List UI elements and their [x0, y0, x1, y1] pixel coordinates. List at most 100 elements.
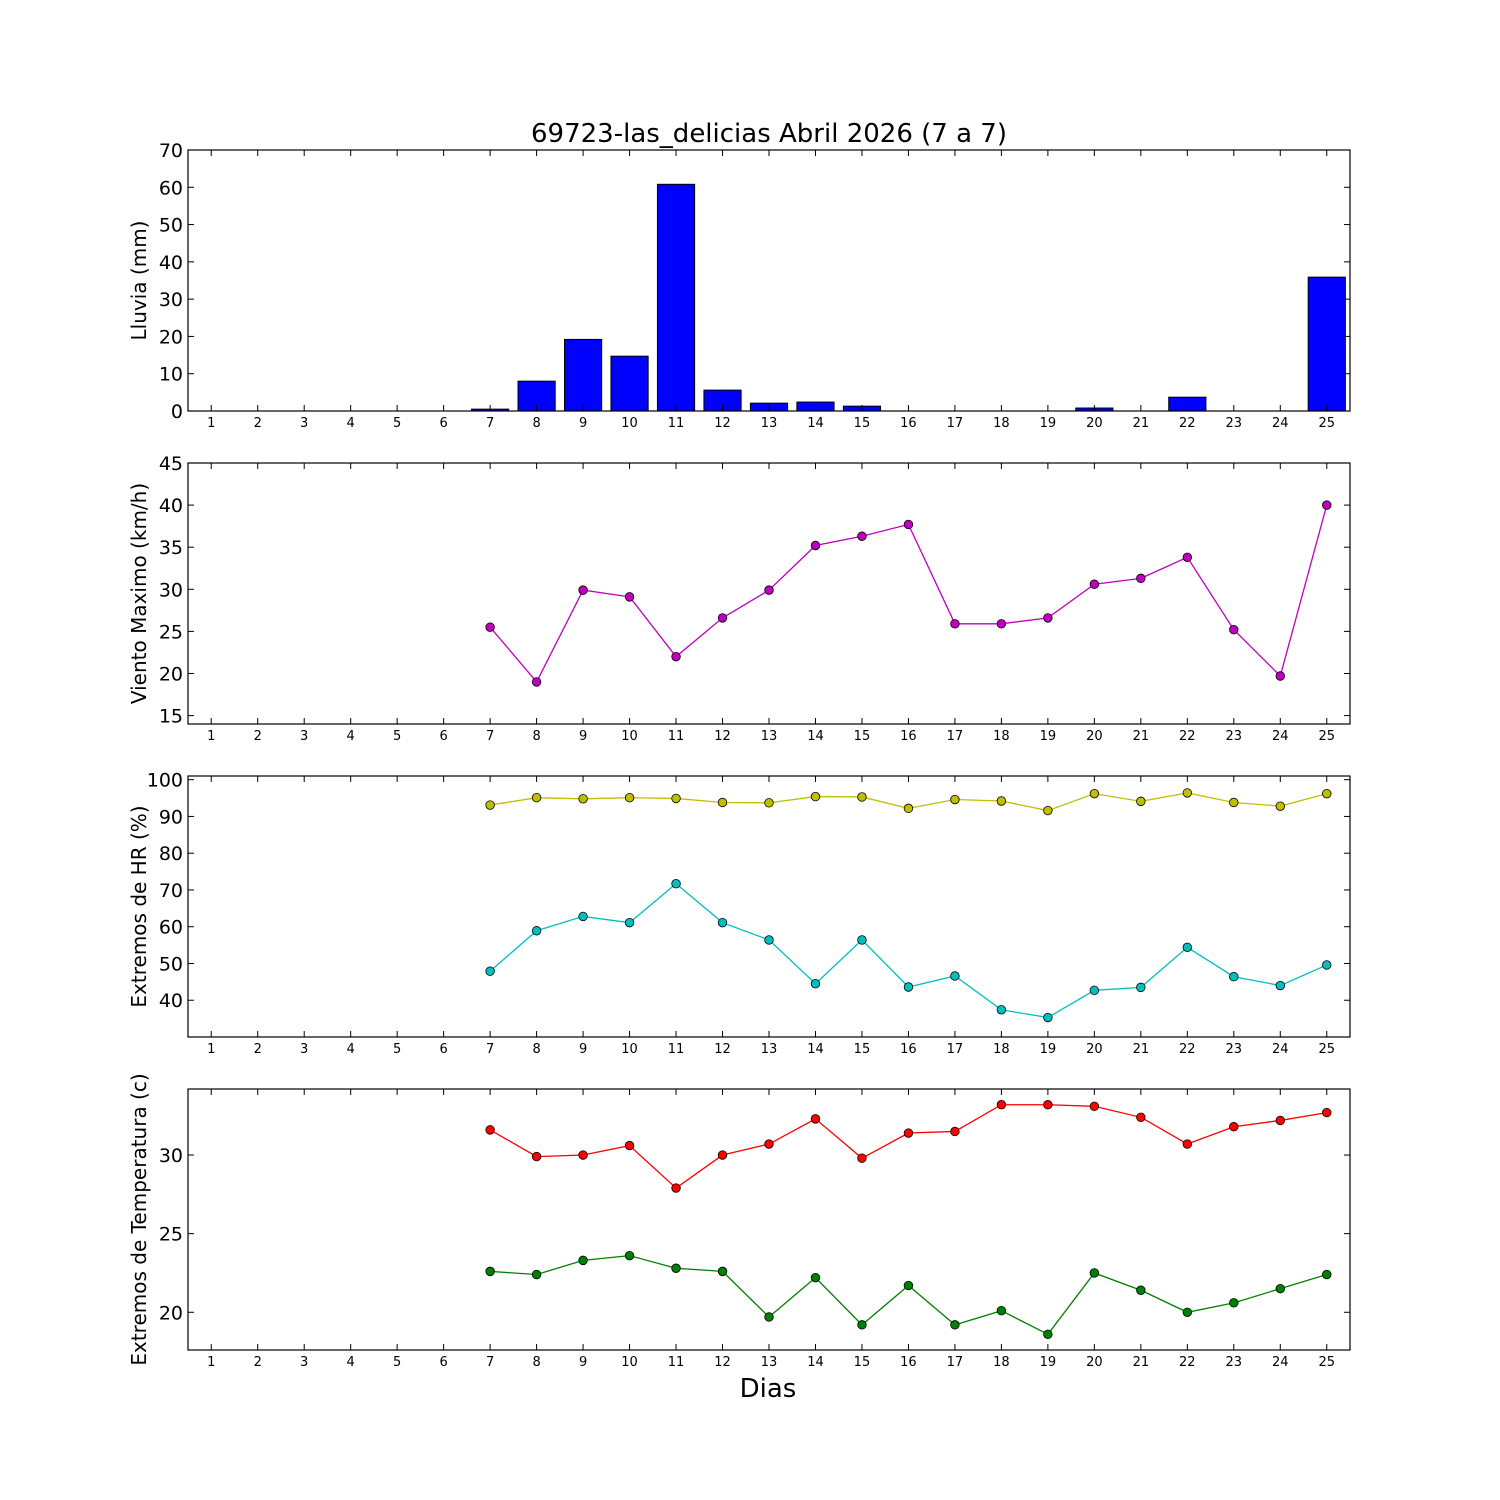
- ytick-label: 60: [159, 917, 183, 939]
- point-1-day-18: [996, 619, 1007, 629]
- point-1-day-8: [531, 1151, 542, 1162]
- point-1-day-12: [717, 797, 728, 808]
- ytick-label: 25: [159, 1224, 183, 1246]
- xtick-label: 23: [1226, 1355, 1243, 1370]
- xtick-label: 14: [807, 1355, 824, 1370]
- point-1-day-11: [671, 793, 681, 804]
- xtick-label: 19: [1040, 416, 1057, 431]
- xtick-label: 6: [439, 1042, 447, 1057]
- xtick-label: 1: [207, 1042, 215, 1057]
- xtick-label: 16: [900, 416, 917, 431]
- point-1-day-17: [950, 1126, 960, 1137]
- ytick-label: 30: [159, 289, 183, 311]
- xtick-label: 2: [254, 729, 262, 744]
- xtick-label: 1: [207, 1355, 215, 1370]
- xtick-label: 2: [254, 1355, 262, 1370]
- point-2-day-15: [857, 1320, 867, 1330]
- xtick-label: 10: [621, 729, 638, 744]
- xtick-label: 21: [1133, 1042, 1150, 1057]
- xtick-label: 23: [1226, 1042, 1243, 1057]
- xtick-label: 5: [393, 1355, 401, 1370]
- ytick-label: 30: [159, 579, 183, 601]
- xtick-label: 16: [900, 729, 917, 744]
- xtick-label: 15: [854, 1355, 871, 1370]
- xtick-label: 11: [668, 416, 685, 431]
- point-2-day-14: [810, 978, 821, 989]
- xtick-label: 14: [807, 729, 824, 744]
- point-2-day-23: [1229, 1298, 1239, 1308]
- point-1-day-25: [1322, 500, 1332, 510]
- point-2-day-14: [810, 1272, 821, 1283]
- xtick-label: 4: [347, 1355, 355, 1370]
- y-axis-label: Lluvia (mm): [127, 221, 151, 341]
- ytick-label: 25: [159, 621, 183, 643]
- bar-day-8: [517, 380, 556, 412]
- xtick-label: 17: [947, 1042, 964, 1057]
- point-1-day-24: [1275, 1115, 1285, 1126]
- xtick-label: 3: [300, 1355, 308, 1370]
- point-1-day-15: [857, 1153, 867, 1163]
- point-1-day-20: [1089, 579, 1100, 589]
- point-2-day-15: [857, 935, 867, 945]
- xtick-label: 17: [947, 729, 964, 744]
- ytick-label: 10: [159, 364, 183, 386]
- ytick-label: 0: [171, 401, 183, 423]
- ytick-label: 45: [159, 453, 183, 475]
- point-1-day-7: [485, 1125, 495, 1135]
- xtick-label: 18: [993, 1355, 1010, 1370]
- xtick-label: 20: [1086, 1042, 1103, 1057]
- point-2-day-19: [1043, 1012, 1053, 1023]
- y-axis-label: Extremos de Temperatura (c): [127, 1073, 151, 1365]
- point-1-day-8: [531, 677, 542, 687]
- ytick-label: 50: [159, 953, 183, 975]
- point-1-day-10: [624, 592, 635, 602]
- xtick-label: 13: [761, 1042, 778, 1057]
- xtick-label: 18: [993, 416, 1010, 431]
- xtick-label: 8: [532, 1355, 540, 1370]
- point-1-day-20: [1089, 1101, 1100, 1111]
- point-2-day-8: [531, 1269, 542, 1280]
- bar-day-9: [563, 338, 603, 412]
- xtick-label: 15: [854, 729, 871, 744]
- point-1-day-23: [1229, 625, 1239, 635]
- point-1-day-16: [903, 519, 914, 530]
- xtick-label: 1: [207, 729, 215, 744]
- xtick-label: 17: [947, 416, 964, 431]
- point-1-day-13: [764, 798, 774, 808]
- chart-title: 69723-las_delicias Abril 2026 (7 a 7): [531, 119, 1007, 149]
- ytick-label: 40: [159, 495, 183, 517]
- point-1-day-21: [1136, 796, 1146, 807]
- xtick-label: 23: [1226, 416, 1243, 431]
- ytick-label: 60: [159, 177, 183, 199]
- xtick-label: 13: [761, 416, 778, 431]
- xtick-label: 21: [1133, 729, 1150, 744]
- point-2-day-18: [996, 1005, 1007, 1015]
- xtick-label: 21: [1133, 416, 1150, 431]
- xtick-label: 9: [579, 1355, 587, 1370]
- xtick-label: 9: [579, 416, 587, 431]
- point-2-day-12: [717, 917, 728, 928]
- xtick-label: 16: [900, 1042, 917, 1057]
- point-1-day-23: [1229, 1122, 1239, 1132]
- point-2-day-16: [903, 1280, 914, 1291]
- xtick-label: 11: [668, 729, 685, 744]
- xtick-label: 19: [1040, 729, 1057, 744]
- ytick-label: 20: [159, 326, 183, 348]
- point-2-day-19: [1043, 1329, 1053, 1339]
- xtick-label: 12: [714, 416, 731, 431]
- xtick-label: 3: [300, 1042, 308, 1057]
- xtick-label: 3: [300, 729, 308, 744]
- point-1-day-8: [531, 792, 542, 803]
- xtick-label: 20: [1086, 1355, 1103, 1370]
- xtick-label: 8: [532, 729, 540, 744]
- xtick-label: 6: [439, 729, 447, 744]
- point-1-day-16: [903, 803, 914, 814]
- point-2-day-10: [624, 1250, 635, 1261]
- xtick-label: 23: [1226, 729, 1243, 744]
- bar-day-11: [656, 183, 696, 412]
- ytick-label: 20: [159, 663, 183, 685]
- point-1-day-13: [764, 1139, 774, 1149]
